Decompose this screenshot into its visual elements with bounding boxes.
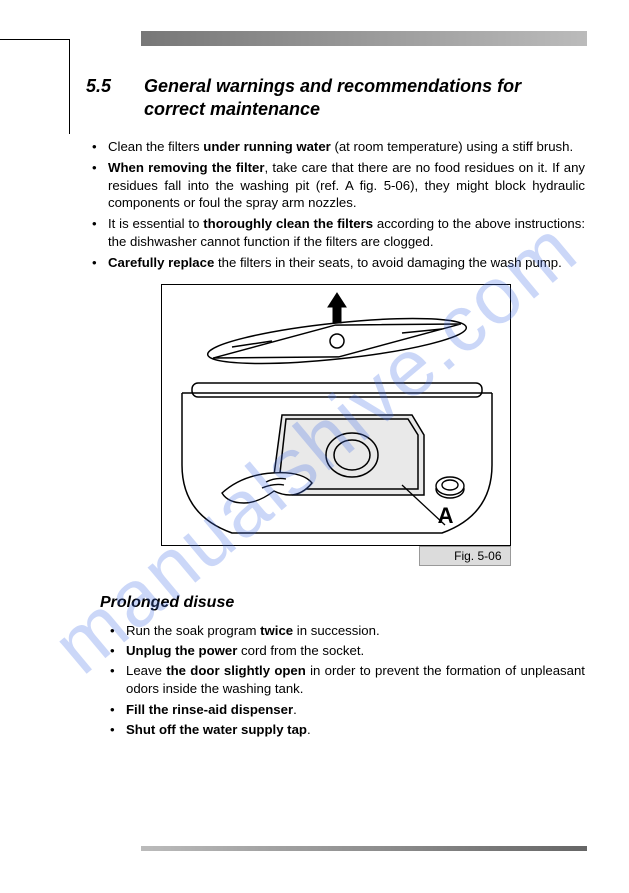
figure-caption: Fig. 5-06 — [419, 546, 511, 566]
section-heading: 5.5 General warnings and recommendations… — [86, 75, 585, 120]
list-item: Fill the rinse-aid dispenser. — [110, 701, 585, 719]
bullet-text: Run the soak program — [126, 623, 260, 638]
bullet-bold: When removing the filter — [108, 160, 264, 175]
sub-bullet-list: Run the soak program twice in succession… — [86, 622, 585, 739]
bullet-bold: Fill the rinse-aid dispenser — [126, 702, 293, 717]
header-gradient-bar — [141, 31, 587, 46]
bullet-bold: twice — [260, 623, 293, 638]
bullet-bold: Unplug the power — [126, 643, 237, 658]
figure-illustration: A — [161, 284, 511, 546]
figure-label-a: A — [438, 503, 454, 529]
bullet-text: the filters in their seats, to avoid dam… — [214, 255, 561, 270]
list-item: Carefully replace the filters in their s… — [92, 254, 585, 272]
bullet-bold: Carefully replace — [108, 255, 214, 270]
dishwasher-filter-diagram-icon — [162, 285, 512, 547]
list-item: Shut off the water supply tap. — [110, 721, 585, 739]
bullet-text: in succession. — [293, 623, 380, 638]
bullet-text: Clean the filters — [108, 139, 203, 154]
list-item: When removing the filter, take care that… — [92, 159, 585, 212]
section-number: 5.5 — [86, 75, 144, 98]
bullet-text: It is essential to — [108, 216, 203, 231]
bullet-text: Leave — [126, 663, 166, 678]
bullet-text: . — [293, 702, 297, 717]
footer-gradient-bar — [141, 846, 587, 851]
bullet-text: cord from the socket. — [237, 643, 364, 658]
list-item: It is essential to thoroughly clean the … — [92, 215, 585, 251]
subsection-heading: Prolonged disuse — [100, 594, 585, 612]
page-content: 5.5 General warnings and recommendations… — [86, 75, 585, 741]
bullet-bold: thoroughly clean the filters — [203, 216, 373, 231]
section-title: General warnings and recommendations for… — [144, 75, 585, 120]
bullet-text: . — [307, 722, 311, 737]
bullet-bold: the door slightly open — [166, 663, 306, 678]
bullet-text: (at room temperature) using a stiff brus… — [331, 139, 573, 154]
list-item: Unplug the power cord from the socket. — [110, 642, 585, 660]
main-bullet-list: Clean the filters under running water (a… — [86, 138, 585, 272]
bullet-bold: Shut off the water supply tap — [126, 722, 307, 737]
list-item: Leave the door slightly open in order to… — [110, 662, 585, 698]
corner-rule-vertical — [69, 39, 70, 134]
list-item: Clean the filters under running water (a… — [92, 138, 585, 156]
list-item: Run the soak program twice in succession… — [110, 622, 585, 640]
manual-page: manualshive.com 5.5 General warnings and… — [0, 0, 629, 893]
figure-container: A Fig. 5-06 — [161, 284, 511, 566]
corner-rule-horizontal — [0, 39, 69, 40]
bullet-bold: under running water — [203, 139, 330, 154]
